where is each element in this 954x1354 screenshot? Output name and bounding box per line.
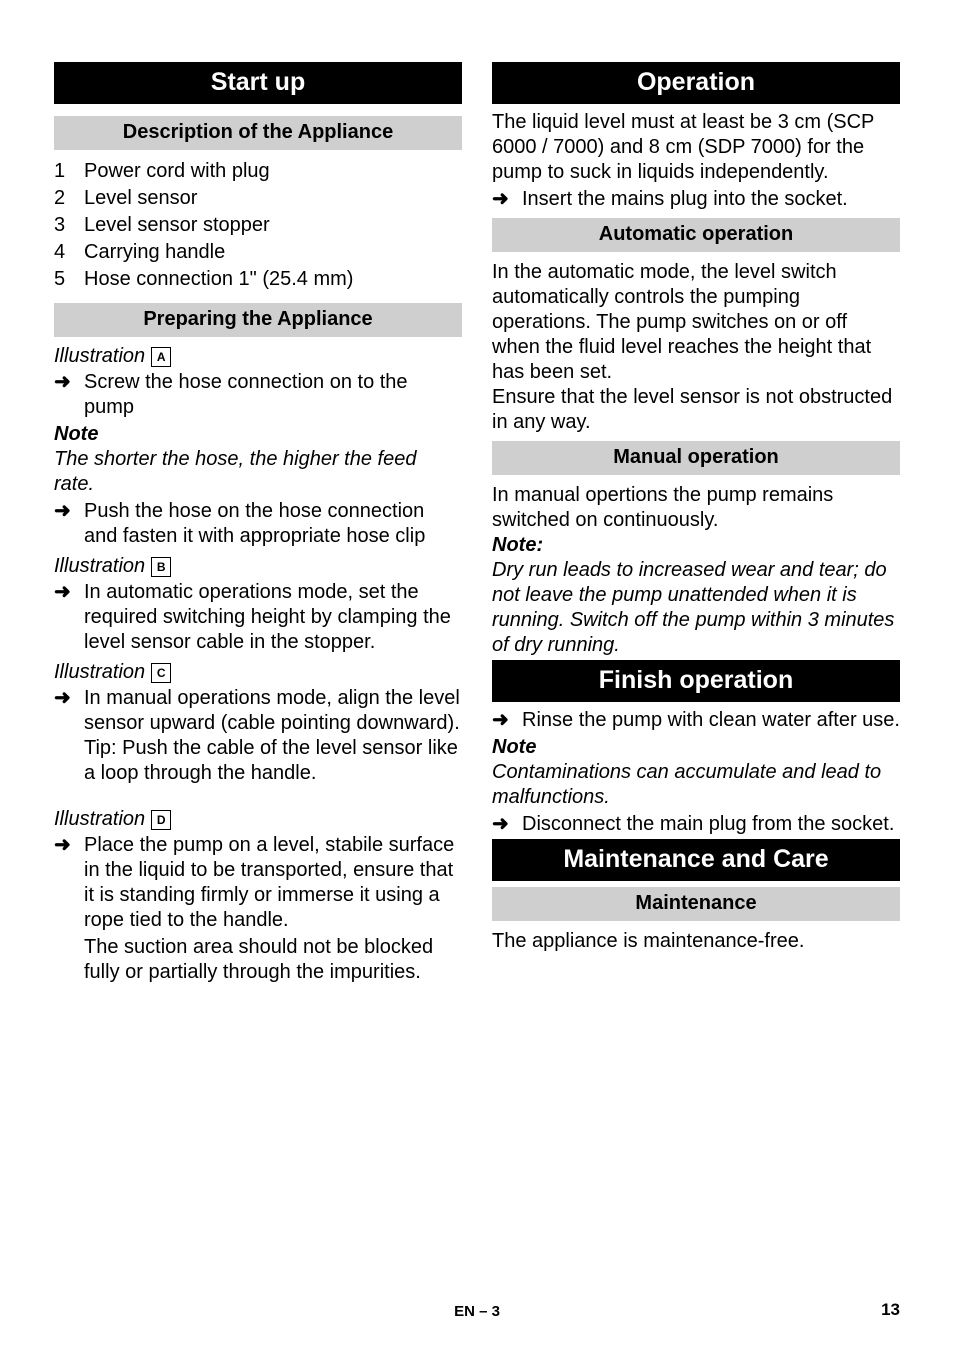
illustration-letter: C	[151, 663, 171, 683]
section-heading-gray: Maintenance	[492, 887, 900, 921]
arrow-text: In automatic operations mode, set the re…	[84, 580, 462, 655]
columns: Start up Description of the Appliance 1Po…	[54, 60, 900, 987]
list-item-text: Power cord with plug	[84, 158, 270, 185]
list-item-number: 1	[54, 158, 84, 185]
note-text: Dry run leads to increased wear and tear…	[492, 558, 900, 658]
list-item: 3Level sensor stopper	[54, 212, 462, 239]
paragraph: In the automatic mode, the level switch …	[492, 260, 900, 385]
list-item-number: 3	[54, 212, 84, 239]
arrow-icon: ➜	[492, 812, 522, 837]
arrow-text: Insert the mains plug into the socket.	[522, 187, 900, 212]
section-heading-gray: Preparing the Appliance	[54, 303, 462, 337]
illustration-ref: Illustration B	[54, 555, 462, 578]
bullet-arrow-item: ➜In manual operations mode, align the le…	[54, 686, 462, 786]
arrow-icon: ➜	[54, 370, 84, 395]
arrow-text: Disconnect the main plug from the socket…	[522, 812, 900, 837]
list-item: 5Hose connection 1" (25.4 mm)	[54, 266, 462, 293]
right-column: Operation The liquid level must at least …	[492, 60, 900, 987]
illustration-label: Illustration	[54, 808, 145, 831]
bullet-arrow-item: ➜Disconnect the main plug from the socke…	[492, 812, 900, 837]
note-text: Contaminations can accumulate and lead t…	[492, 760, 900, 810]
arrow-text: Push the hose on the hose connection and…	[84, 499, 462, 549]
continuation-text-content: The suction area should not be blocked f…	[84, 935, 462, 985]
illustration-label: Illustration	[54, 661, 145, 684]
illustration-letter: D	[151, 810, 171, 830]
section-heading-gray: Automatic operation	[492, 218, 900, 252]
list-item-text: Level sensor	[84, 185, 197, 212]
arrow-icon: ➜	[54, 833, 84, 858]
list-item-number: 5	[54, 266, 84, 293]
bullet-arrow-item: ➜Screw the hose connection on to the pum…	[54, 370, 462, 420]
paragraph: In manual opertions the pump remains swi…	[492, 483, 900, 533]
page-number: 13	[881, 1300, 900, 1320]
arrow-text: Place the pump on a level, stabile surfa…	[84, 833, 462, 933]
bullet-arrow-item: ➜Insert the mains plug into the socket.	[492, 187, 900, 212]
list-item-number: 2	[54, 185, 84, 212]
illustration-label: Illustration	[54, 555, 145, 578]
paragraph: The appliance is maintenance-free.	[492, 929, 900, 954]
note-text: The shorter the hose, the higher the fee…	[54, 447, 462, 497]
page: Start up Description of the Appliance 1Po…	[0, 0, 954, 1354]
arrow-icon: ➜	[54, 580, 84, 605]
bullet-arrow-item: ➜In automatic operations mode, set the r…	[54, 580, 462, 655]
list-item: 2Level sensor	[54, 185, 462, 212]
spacer	[54, 788, 462, 802]
bullet-arrow-item: ➜Rinse the pump with clean water after u…	[492, 708, 900, 733]
footer-label: EN – 3	[0, 1303, 954, 1320]
arrow-icon: ➜	[492, 708, 522, 733]
arrow-text: In manual operations mode, align the lev…	[84, 686, 462, 786]
paragraph: Ensure that the level sensor is not obst…	[492, 385, 900, 435]
illustration-letter: A	[151, 347, 171, 367]
illustration-letter: B	[151, 557, 171, 577]
list-item: 1Power cord with plug	[54, 158, 462, 185]
illustration-ref: Illustration D	[54, 808, 462, 831]
note-heading: Note	[54, 422, 462, 447]
section-heading-gray: Manual operation	[492, 441, 900, 475]
illustration-ref: Illustration C	[54, 661, 462, 684]
bullet-arrow-item: ➜Place the pump on a level, stabile surf…	[54, 833, 462, 933]
arrow-text: Rinse the pump with clean water after us…	[522, 708, 900, 733]
section-heading-black: Maintenance and Care	[492, 839, 900, 881]
continuation-text: The suction area should not be blocked f…	[54, 935, 462, 985]
section-heading-gray: Description of the Appliance	[54, 116, 462, 150]
arrow-icon: ➜	[54, 686, 84, 711]
left-column: Start up Description of the Appliance 1Po…	[54, 60, 462, 987]
bullet-arrow-item: ➜Push the hose on the hose connection an…	[54, 499, 462, 549]
illustration-label: Illustration	[54, 345, 145, 368]
illustration-ref: Illustration A	[54, 345, 462, 368]
paragraph: The liquid level must at least be 3 cm (…	[492, 110, 900, 185]
heading-startup: Start up	[54, 62, 462, 104]
note-heading: Note	[492, 735, 900, 760]
list-item-number: 4	[54, 239, 84, 266]
section-heading-black: Operation	[492, 62, 900, 104]
section-heading-black: Finish operation	[492, 660, 900, 702]
arrow-icon: ➜	[54, 499, 84, 524]
arrow-text: Screw the hose connection on to the pump	[84, 370, 462, 420]
list-item: 4Carrying handle	[54, 239, 462, 266]
list-item-text: Carrying handle	[84, 239, 225, 266]
list-item-text: Level sensor stopper	[84, 212, 270, 239]
numbered-list: 1Power cord with plug2Level sensor3Level…	[54, 158, 462, 293]
note-heading: Note:	[492, 533, 900, 558]
list-item-text: Hose connection 1" (25.4 mm)	[84, 266, 353, 293]
arrow-icon: ➜	[492, 187, 522, 212]
